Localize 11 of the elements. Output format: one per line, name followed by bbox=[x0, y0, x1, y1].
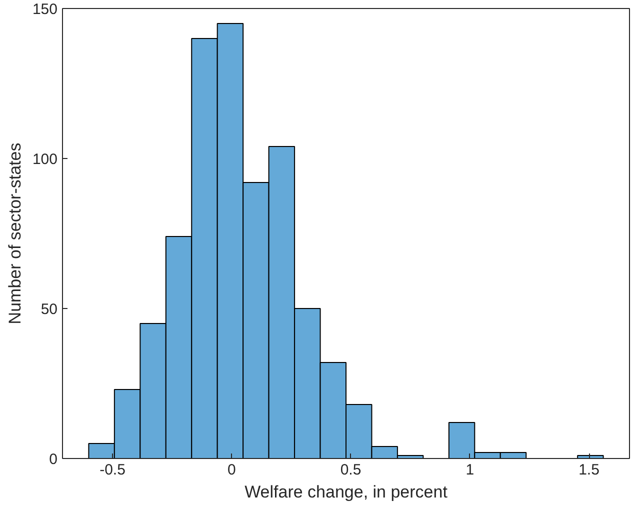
x-tick-label: 0 bbox=[227, 462, 236, 478]
x-tick-label: 0.5 bbox=[340, 462, 362, 478]
y-axis-title: Number of sector-states bbox=[5, 142, 24, 324]
y-tick-label: 100 bbox=[32, 151, 58, 168]
y-tick-label: 0 bbox=[49, 451, 58, 468]
y-tick-label: 150 bbox=[32, 1, 58, 18]
y-tick-label: 50 bbox=[40, 301, 58, 318]
x-tick-label: 1.5 bbox=[578, 462, 600, 478]
x-tick-label: -0.5 bbox=[100, 462, 126, 478]
x-axis-title: Welfare change, in percent bbox=[244, 482, 448, 502]
x-tick-label: 1 bbox=[466, 462, 474, 478]
